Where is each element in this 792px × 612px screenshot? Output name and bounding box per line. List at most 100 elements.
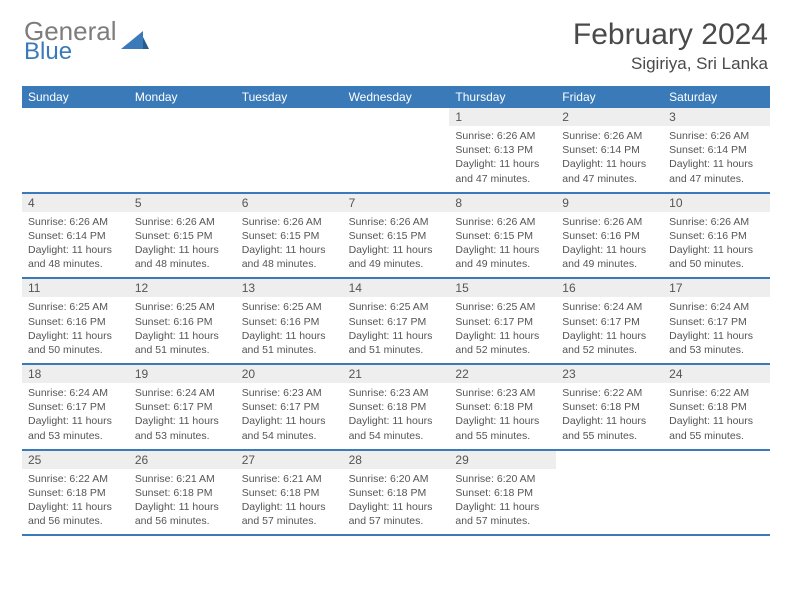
day-number xyxy=(343,108,450,126)
calendar-cell: 1Sunrise: 6:26 AMSunset: 6:13 PMDaylight… xyxy=(449,108,556,192)
day-number: 12 xyxy=(129,279,236,297)
day-detail-line: Daylight: 11 hours xyxy=(135,414,230,428)
brand-triangle-icon xyxy=(121,29,151,58)
day-detail-line: and 55 minutes. xyxy=(562,429,657,443)
day-detail-line: Daylight: 11 hours xyxy=(28,414,123,428)
day-number: 24 xyxy=(663,365,770,383)
calendar-cell: 5Sunrise: 6:26 AMSunset: 6:15 PMDaylight… xyxy=(129,194,236,278)
day-detail-line: Daylight: 11 hours xyxy=(562,329,657,343)
day-detail-line: and 49 minutes. xyxy=(455,257,550,271)
calendar-cell xyxy=(22,108,129,192)
day-detail-line: Daylight: 11 hours xyxy=(349,329,444,343)
day-details: Sunrise: 6:24 AMSunset: 6:17 PMDaylight:… xyxy=(663,297,770,363)
day-details: Sunrise: 6:24 AMSunset: 6:17 PMDaylight:… xyxy=(22,383,129,449)
day-number: 13 xyxy=(236,279,343,297)
calendar-cell: 23Sunrise: 6:22 AMSunset: 6:18 PMDayligh… xyxy=(556,365,663,449)
calendar-cell: 12Sunrise: 6:25 AMSunset: 6:16 PMDayligh… xyxy=(129,279,236,363)
day-detail-line: Sunset: 6:16 PM xyxy=(562,229,657,243)
day-detail-line: Sunset: 6:17 PM xyxy=(28,400,123,414)
day-detail-line: Sunset: 6:16 PM xyxy=(28,315,123,329)
day-detail-line: Daylight: 11 hours xyxy=(28,329,123,343)
day-detail-line: Daylight: 11 hours xyxy=(242,500,337,514)
calendar-cell: 28Sunrise: 6:20 AMSunset: 6:18 PMDayligh… xyxy=(343,451,450,535)
day-detail-line: Sunset: 6:14 PM xyxy=(562,143,657,157)
day-details: Sunrise: 6:25 AMSunset: 6:17 PMDaylight:… xyxy=(449,297,556,363)
day-number: 11 xyxy=(22,279,129,297)
day-detail-line: Sunset: 6:15 PM xyxy=(455,229,550,243)
day-detail-line: Daylight: 11 hours xyxy=(242,243,337,257)
day-details: Sunrise: 6:20 AMSunset: 6:18 PMDaylight:… xyxy=(343,469,450,535)
calendar-cell: 9Sunrise: 6:26 AMSunset: 6:16 PMDaylight… xyxy=(556,194,663,278)
day-detail-line: and 56 minutes. xyxy=(28,514,123,528)
day-details: Sunrise: 6:26 AMSunset: 6:14 PMDaylight:… xyxy=(663,126,770,192)
day-detail-line: Daylight: 11 hours xyxy=(349,500,444,514)
dayhead-tuesday: Tuesday xyxy=(236,86,343,108)
day-number: 25 xyxy=(22,451,129,469)
day-detail-line: Sunset: 6:15 PM xyxy=(349,229,444,243)
day-detail-line: Sunrise: 6:25 AM xyxy=(28,300,123,314)
day-number: 1 xyxy=(449,108,556,126)
day-detail-line: Daylight: 11 hours xyxy=(349,414,444,428)
day-detail-line: and 57 minutes. xyxy=(242,514,337,528)
day-detail-line: Sunrise: 6:24 AM xyxy=(135,386,230,400)
day-detail-line: and 51 minutes. xyxy=(242,343,337,357)
day-detail-line: Sunset: 6:16 PM xyxy=(135,315,230,329)
day-number xyxy=(129,108,236,126)
calendar-cell: 19Sunrise: 6:24 AMSunset: 6:17 PMDayligh… xyxy=(129,365,236,449)
day-detail-line: Sunrise: 6:22 AM xyxy=(669,386,764,400)
day-detail-line: Sunset: 6:18 PM xyxy=(669,400,764,414)
day-detail-line: Sunrise: 6:22 AM xyxy=(28,472,123,486)
day-number xyxy=(663,451,770,469)
dayhead-friday: Friday xyxy=(556,86,663,108)
calendar-cell: 6Sunrise: 6:26 AMSunset: 6:15 PMDaylight… xyxy=(236,194,343,278)
day-detail-line: and 51 minutes. xyxy=(349,343,444,357)
day-detail-line: Sunrise: 6:26 AM xyxy=(669,215,764,229)
day-detail-line: Sunrise: 6:24 AM xyxy=(669,300,764,314)
dayhead-saturday: Saturday xyxy=(663,86,770,108)
day-details: Sunrise: 6:25 AMSunset: 6:16 PMDaylight:… xyxy=(236,297,343,363)
day-detail-line: and 47 minutes. xyxy=(562,172,657,186)
day-number: 28 xyxy=(343,451,450,469)
day-number: 29 xyxy=(449,451,556,469)
day-detail-line: Daylight: 11 hours xyxy=(562,157,657,171)
day-detail-line: Sunrise: 6:26 AM xyxy=(562,129,657,143)
calendar-week: 4Sunrise: 6:26 AMSunset: 6:14 PMDaylight… xyxy=(22,194,770,280)
day-details: Sunrise: 6:24 AMSunset: 6:17 PMDaylight:… xyxy=(129,383,236,449)
day-detail-line: and 52 minutes. xyxy=(562,343,657,357)
day-detail-line: Daylight: 11 hours xyxy=(455,500,550,514)
day-number: 14 xyxy=(343,279,450,297)
day-details: Sunrise: 6:26 AMSunset: 6:15 PMDaylight:… xyxy=(236,212,343,278)
day-number: 15 xyxy=(449,279,556,297)
calendar-cell xyxy=(343,108,450,192)
day-detail-line: Sunset: 6:17 PM xyxy=(455,315,550,329)
day-number: 4 xyxy=(22,194,129,212)
day-detail-line: Sunset: 6:17 PM xyxy=(242,400,337,414)
day-detail-line: Sunrise: 6:26 AM xyxy=(242,215,337,229)
day-number: 21 xyxy=(343,365,450,383)
day-detail-line: Sunset: 6:18 PM xyxy=(242,486,337,500)
day-detail-line: Daylight: 11 hours xyxy=(242,329,337,343)
day-detail-line: and 55 minutes. xyxy=(669,429,764,443)
day-number: 7 xyxy=(343,194,450,212)
day-detail-line: Sunrise: 6:25 AM xyxy=(135,300,230,314)
location-text: Sigiriya, Sri Lanka xyxy=(573,54,768,74)
day-detail-line: Sunset: 6:16 PM xyxy=(669,229,764,243)
day-detail-line: Sunrise: 6:23 AM xyxy=(349,386,444,400)
day-detail-line: Sunset: 6:17 PM xyxy=(669,315,764,329)
day-detail-line: Sunset: 6:17 PM xyxy=(349,315,444,329)
day-details: Sunrise: 6:25 AMSunset: 6:16 PMDaylight:… xyxy=(22,297,129,363)
day-details xyxy=(343,126,450,135)
day-detail-line: Sunrise: 6:20 AM xyxy=(349,472,444,486)
day-number: 10 xyxy=(663,194,770,212)
day-number: 27 xyxy=(236,451,343,469)
day-detail-line: Sunrise: 6:25 AM xyxy=(455,300,550,314)
day-detail-line: Daylight: 11 hours xyxy=(242,414,337,428)
day-detail-line: Daylight: 11 hours xyxy=(455,329,550,343)
day-detail-line: and 50 minutes. xyxy=(28,343,123,357)
day-detail-line: and 54 minutes. xyxy=(349,429,444,443)
day-detail-line: Daylight: 11 hours xyxy=(669,329,764,343)
day-number: 6 xyxy=(236,194,343,212)
day-detail-line: Sunrise: 6:24 AM xyxy=(28,386,123,400)
day-detail-line: Sunrise: 6:26 AM xyxy=(135,215,230,229)
day-detail-line: Sunset: 6:18 PM xyxy=(562,400,657,414)
